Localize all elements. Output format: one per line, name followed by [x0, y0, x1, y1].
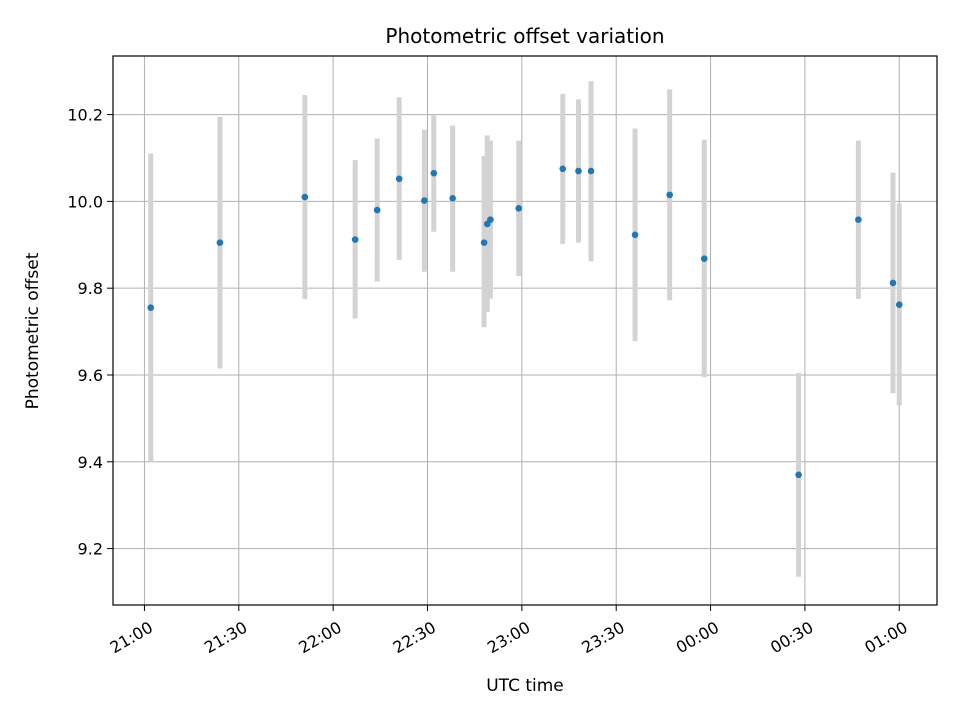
y-tick-label: 9.8 — [78, 279, 103, 298]
data-point — [889, 279, 897, 287]
data-point — [216, 239, 224, 246]
data-point — [559, 165, 567, 173]
data-point — [147, 304, 155, 312]
data-point — [795, 471, 802, 479]
chart-title: Photometric offset variation — [385, 24, 664, 48]
data-point — [421, 197, 428, 204]
plot-frame — [112, 55, 938, 606]
y-tick-label: 10.0 — [67, 192, 103, 211]
data-point — [895, 301, 903, 308]
data-point — [631, 231, 639, 239]
data-point — [487, 216, 494, 223]
y-tick-label: 10.2 — [67, 106, 103, 125]
data-point — [430, 169, 438, 177]
data-point — [515, 205, 523, 212]
y-tick-label: 9.4 — [78, 453, 103, 472]
data-point — [855, 216, 862, 223]
data-point — [351, 236, 359, 243]
data-point — [449, 195, 456, 202]
data-point — [575, 167, 582, 175]
y-axis-ticks: 9.2 9.4 9.6 9.8 10.0 10.2 — [67, 106, 113, 559]
y-axis-title: Photometric offset — [23, 252, 43, 409]
data-point — [301, 193, 309, 201]
data-points — [147, 165, 903, 479]
data-point — [700, 255, 708, 262]
y-tick-label: 9.6 — [78, 366, 103, 385]
y-tick-label: 9.2 — [78, 540, 103, 559]
data-point — [480, 239, 488, 246]
data-point — [666, 191, 673, 199]
data-point — [395, 175, 403, 183]
data-point — [587, 167, 595, 175]
data-point — [373, 206, 381, 214]
x-axis-title: UTC time — [486, 676, 564, 696]
